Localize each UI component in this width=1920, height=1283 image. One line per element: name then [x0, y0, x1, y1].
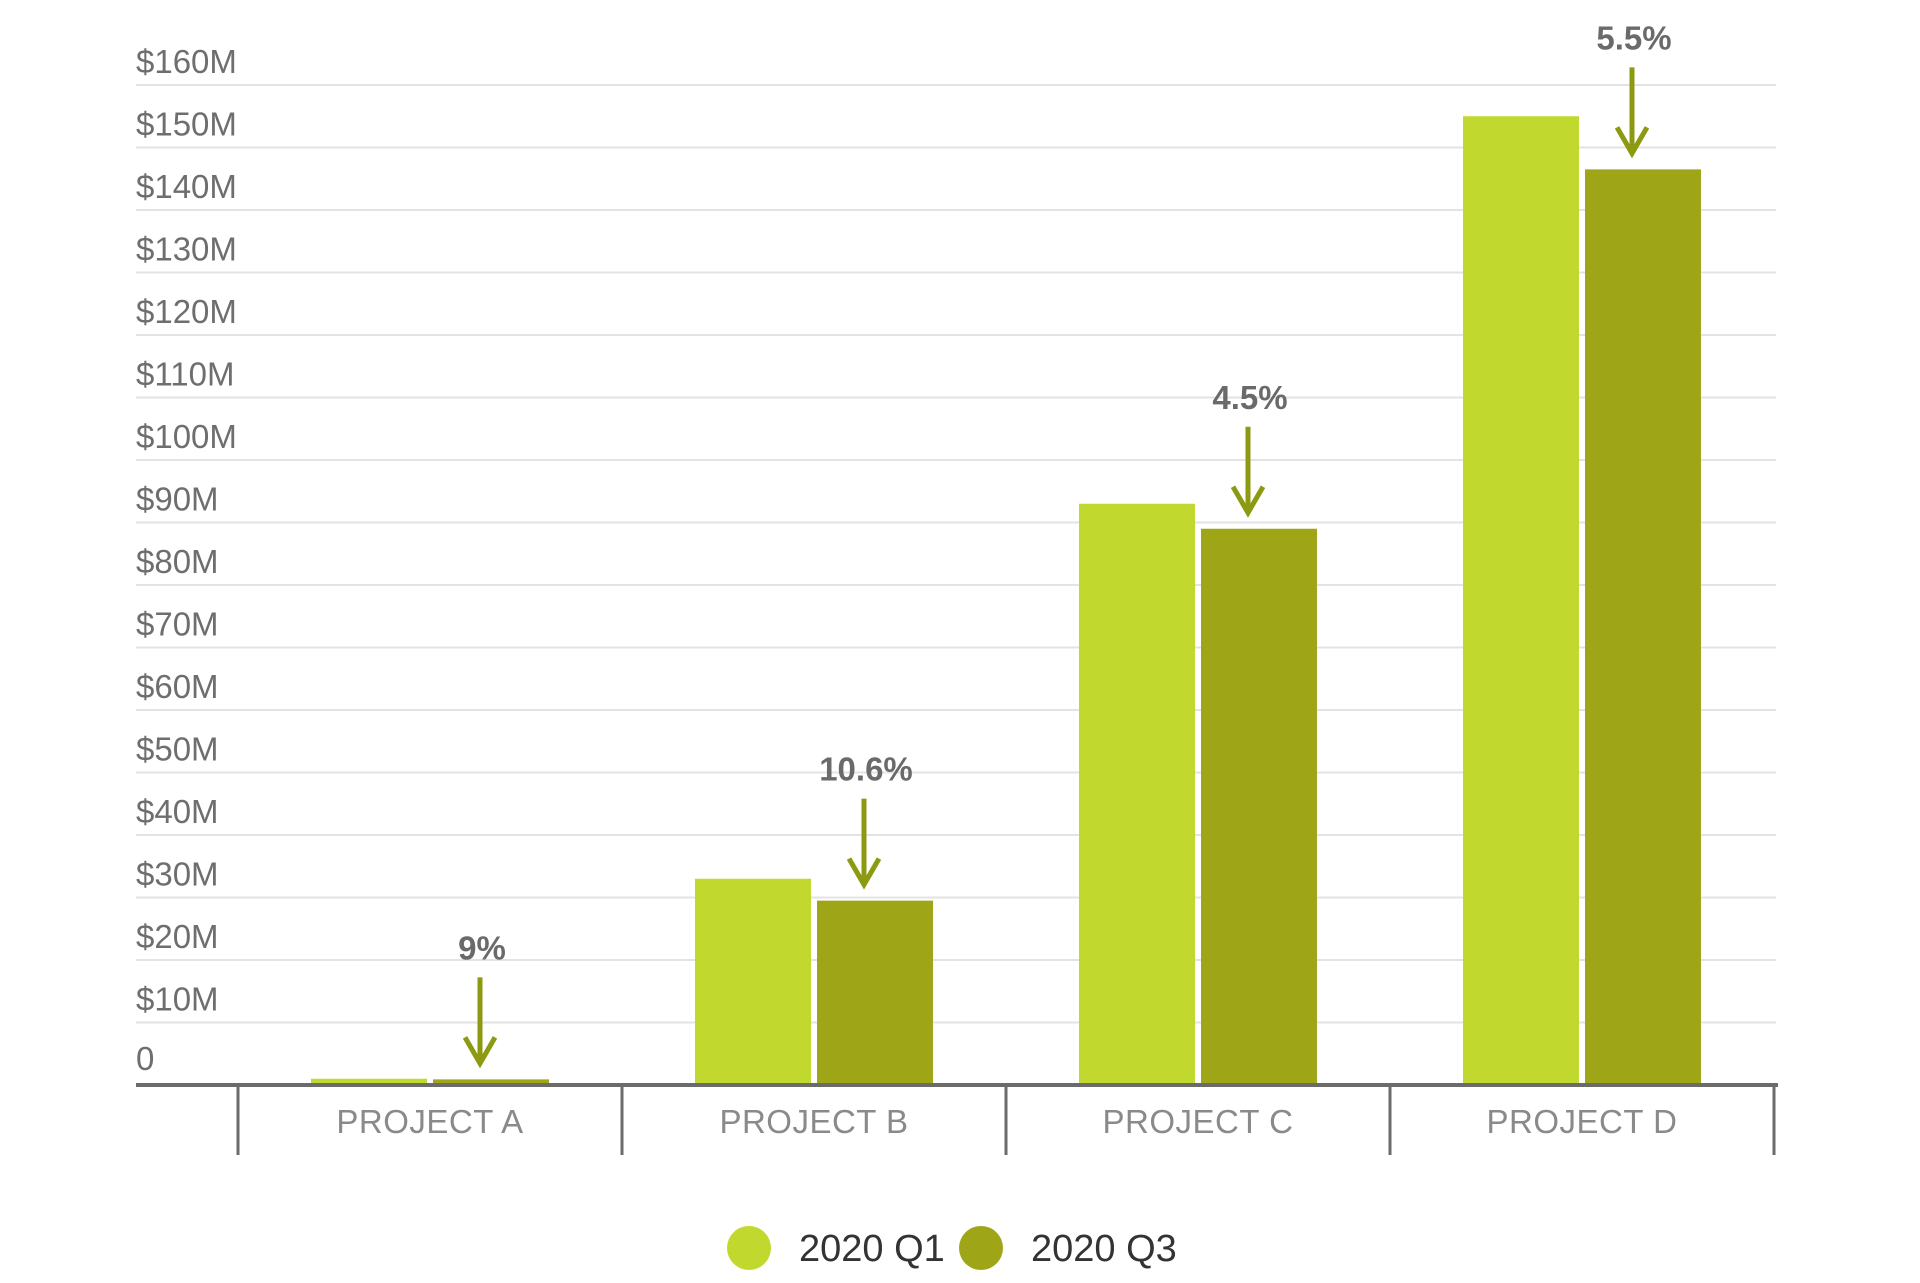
y-tick-label: $110M	[136, 356, 234, 393]
y-tick-label: $40M	[136, 793, 219, 830]
y-tick-label: $50M	[136, 731, 219, 768]
bar-q3-project-b	[817, 900, 933, 1085]
x-tick-label: PROJECT B	[719, 1103, 908, 1140]
y-tick-label: $150M	[136, 106, 237, 143]
bar-q1-project-d	[1463, 116, 1579, 1085]
change-label: 5.5%	[1596, 19, 1671, 56]
change-label: 9%	[458, 929, 506, 966]
arrow-head	[462, 1036, 498, 1069]
y-tick-label: $10M	[136, 981, 219, 1018]
y-tick-label: $80M	[136, 543, 219, 580]
bars	[311, 116, 1701, 1085]
legend-label: 2020 Q1	[799, 1228, 945, 1270]
y-tick-label: $90M	[136, 481, 219, 518]
y-axis-tick-labels: 0 $10M $20M $30M $40M $50M $60M $70M $80M $90M $10…	[136, 43, 237, 1077]
y-tick-label: $120M	[136, 293, 237, 330]
y-tick-label: $160M	[136, 43, 237, 80]
legend-swatch	[727, 1226, 771, 1270]
bar-q1-project-a	[311, 1078, 427, 1085]
y-tick-label: $30M	[136, 856, 219, 893]
legend: 2020 Q1 2020 Q3	[727, 1226, 1177, 1270]
x-tick-label: PROJECT C	[1103, 1103, 1294, 1140]
y-tick-label: $70M	[136, 606, 219, 643]
legend-label: 2020 Q3	[1031, 1228, 1177, 1270]
bar-q3-project-a	[433, 1079, 549, 1085]
arrow-head	[846, 857, 882, 890]
bar-q1-project-c	[1079, 503, 1195, 1085]
y-tick-label: $20M	[136, 918, 219, 955]
x-tick-label: PROJECT A	[336, 1103, 523, 1140]
y-tick-label: $140M	[136, 168, 237, 205]
arrow-head	[1614, 126, 1650, 159]
legend-swatch	[959, 1226, 1003, 1270]
y-tick-label: $60M	[136, 668, 219, 705]
x-axis: PROJECT A PROJECT B PROJECT C PROJECT D	[136, 1083, 1778, 1155]
y-tick-label: $100M	[136, 418, 237, 455]
bar-q3-project-d	[1585, 169, 1701, 1085]
change-label: 4.5%	[1212, 379, 1287, 416]
change-annotations: 9% 10.6% 4.5% 5.5%	[458, 19, 1672, 1069]
y-tick-label: 0	[136, 1040, 154, 1077]
bar-q3-project-c	[1201, 528, 1317, 1085]
bar-q1-project-b	[695, 878, 811, 1085]
x-tick-label: PROJECT D	[1487, 1103, 1678, 1140]
y-tick-label: $130M	[136, 231, 237, 268]
change-label: 10.6%	[819, 751, 913, 788]
arrow-head	[1230, 485, 1266, 518]
